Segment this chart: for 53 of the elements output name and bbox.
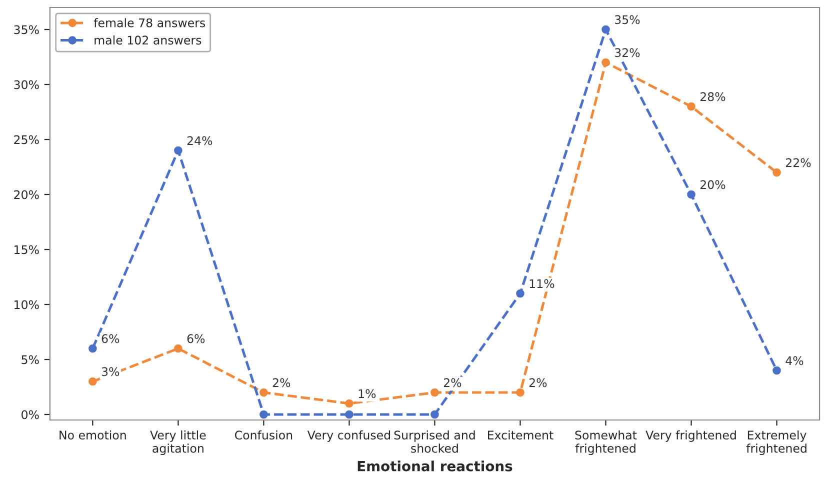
point <box>88 377 97 386</box>
data-label: 24% <box>187 136 212 146</box>
legend-label: male 102 answers <box>94 35 202 45</box>
y-tick-label: 10% <box>14 300 39 310</box>
x-tick-label: Excitement <box>488 430 554 440</box>
x-tick-label: Very little agitation <box>150 430 206 456</box>
x-tick-label: Very frightened <box>646 430 736 442</box>
y-tick-label: 5% <box>22 355 39 364</box>
data-label: 2% <box>444 378 462 388</box>
data-label: 28% <box>700 92 726 102</box>
x-axis-title: Emotional reactions <box>358 460 512 472</box>
point <box>345 410 354 419</box>
point <box>516 388 524 397</box>
data-label: 2% <box>529 378 547 388</box>
point <box>88 344 97 353</box>
y-tick-label: 30% <box>14 80 39 90</box>
point <box>772 168 781 177</box>
point <box>687 190 696 199</box>
point <box>174 344 182 353</box>
data-label: 20% <box>700 180 726 190</box>
point <box>602 25 610 34</box>
data-label: 35% <box>614 15 640 24</box>
x-tick-label: Somewhat frightened <box>575 430 637 456</box>
y-tick-label: 0% <box>22 410 39 420</box>
point <box>260 388 268 397</box>
point <box>687 102 696 111</box>
y-tick-label: 20% <box>14 190 39 200</box>
data-label: 2% <box>272 378 290 388</box>
point <box>430 388 439 397</box>
x-tick-label: No emotion <box>60 430 126 440</box>
x-tick-label: Extremely frightened <box>746 430 806 456</box>
point <box>430 410 439 419</box>
y-tick-label: 15% <box>14 245 39 254</box>
data-label: 4% <box>786 356 804 366</box>
point <box>516 289 524 298</box>
data-label: 11% <box>530 279 554 288</box>
data-label: 6% <box>187 334 205 344</box>
y-tick-label: 35% <box>14 25 39 34</box>
legend-label: female 78 answers <box>94 18 206 28</box>
data-label: 3% <box>102 367 120 376</box>
data-label: 1% <box>358 389 376 398</box>
x-tick-label: Very confused <box>307 430 390 442</box>
x-tick-label: Confusion <box>235 430 292 440</box>
data-label: 32% <box>614 48 640 58</box>
x-tick-label: Surprised and shocked <box>394 430 475 453</box>
point <box>260 410 268 419</box>
point <box>174 146 182 155</box>
data-label: 6% <box>102 334 120 344</box>
data-label: 22% <box>786 158 811 168</box>
point <box>602 58 610 67</box>
point <box>772 366 781 375</box>
y-tick-label: 25% <box>14 135 39 144</box>
point <box>345 399 354 408</box>
